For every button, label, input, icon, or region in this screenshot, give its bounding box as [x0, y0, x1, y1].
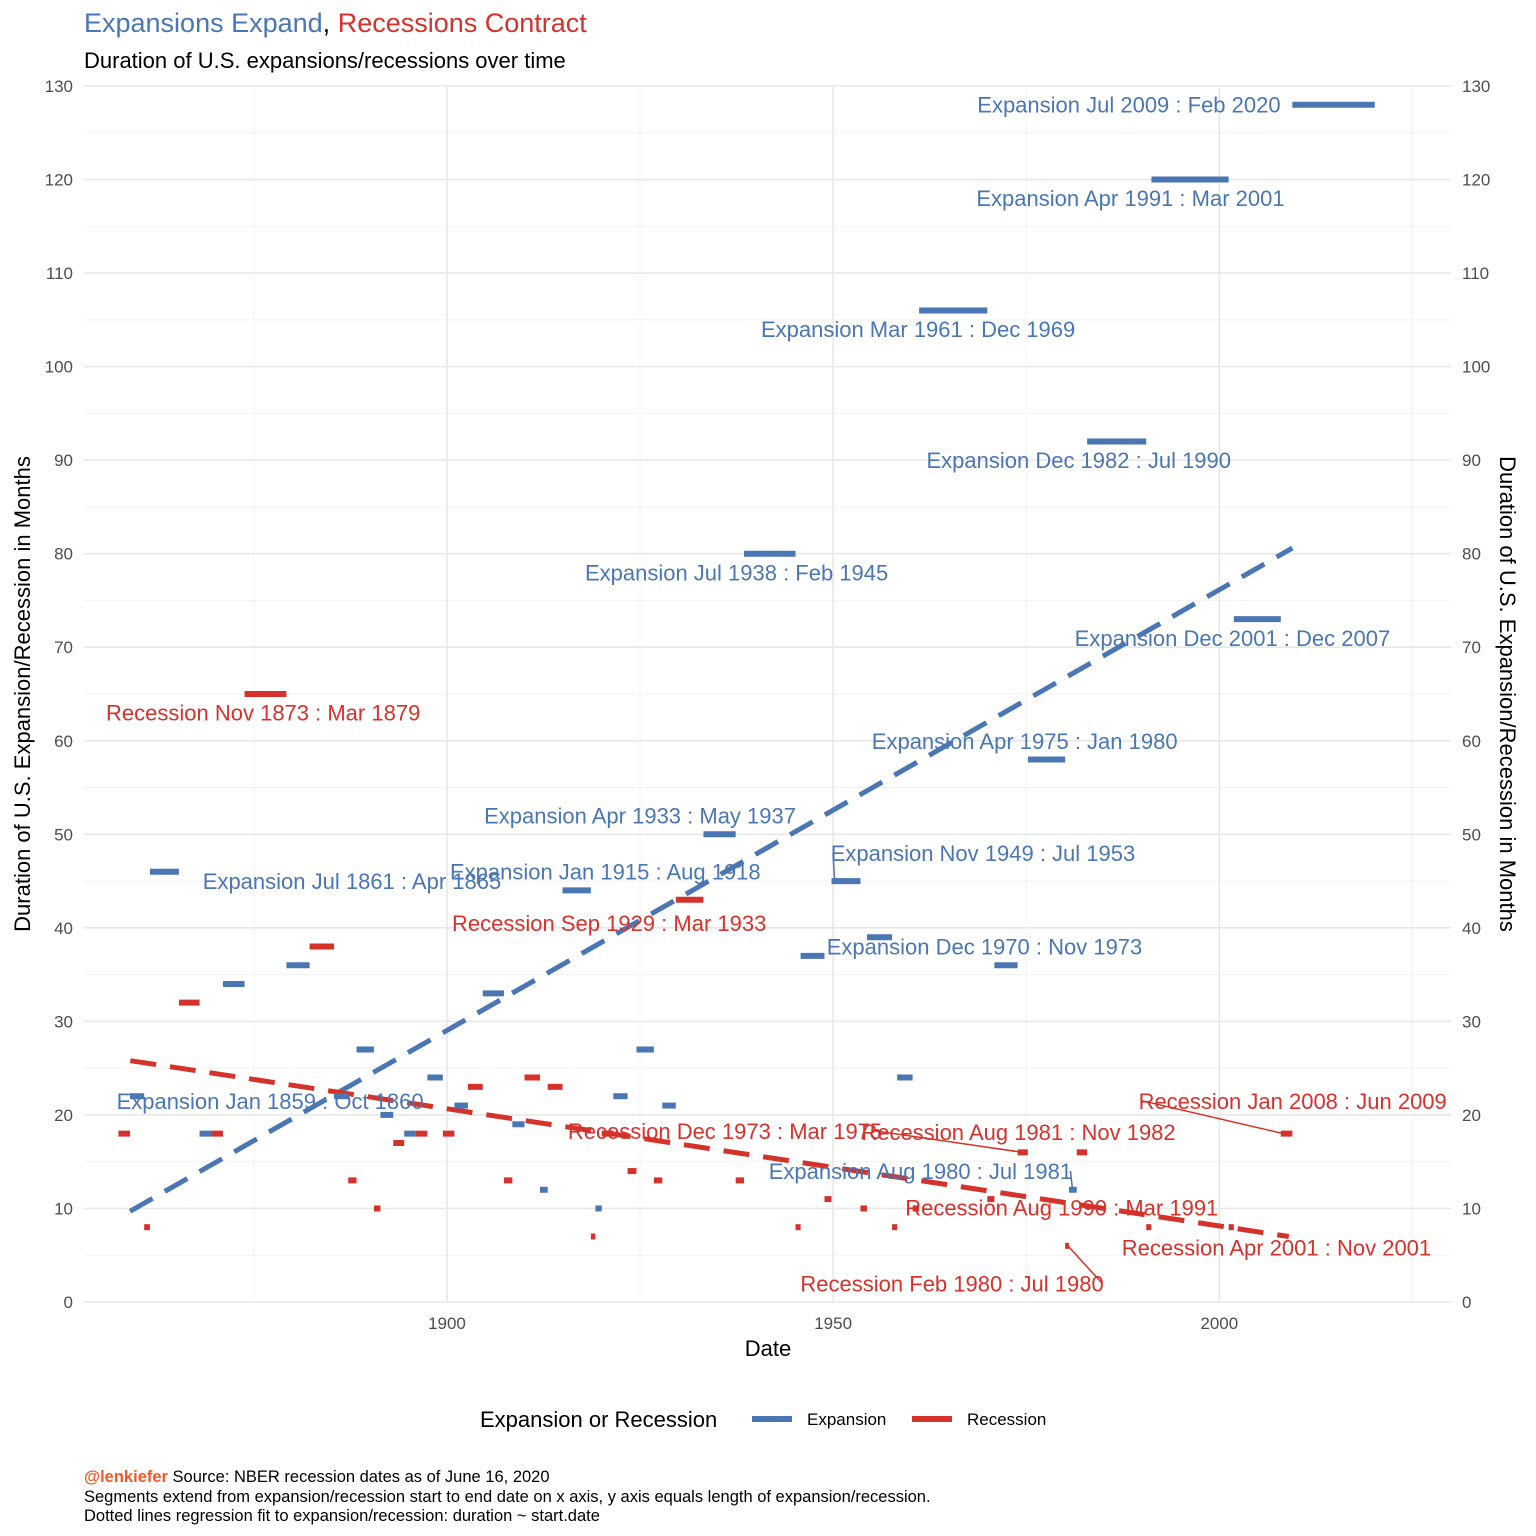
annotation-label: Recession Jan 2008 : Jun 2009	[1139, 1089, 1447, 1114]
annotation-label: Recession Nov 1873 : Mar 1879	[106, 701, 420, 726]
caption-line-3: Dotted lines regression fit to expansion…	[84, 1507, 600, 1525]
title-expansion: Expansions Expand	[84, 8, 323, 38]
annotation-label: Recession Sep 1929 : Mar 1933	[452, 911, 766, 936]
x-tick-label: 2000	[1200, 1314, 1238, 1333]
x-tick-label: 1950	[814, 1314, 852, 1333]
annotation-label: Recession Aug 1990 : Mar 1991	[905, 1196, 1218, 1221]
y-tick-label-right: 10	[1462, 1199, 1481, 1218]
y-tick-label-left: 100	[45, 358, 73, 377]
recession-trend-line	[129, 1058, 1290, 1239]
expansion-trend-line	[128, 545, 1294, 1214]
annotation-label: Recession Feb 1980 : Jul 1980	[800, 1271, 1103, 1296]
legend-title: Expansion or Recession	[480, 1407, 717, 1432]
y-tick-label-left: 30	[54, 1012, 73, 1031]
annotation-label: Recession Aug 1981 : Nov 1982	[861, 1120, 1175, 1145]
y-tick-label-left: 40	[54, 919, 73, 938]
y-tick-label-right: 20	[1462, 1106, 1481, 1125]
annotation-pointer	[1069, 1170, 1074, 1190]
y-tick-label-left: 90	[54, 451, 73, 470]
y-tick-label-right: 80	[1462, 545, 1481, 564]
y-tick-label-right: 130	[1462, 77, 1490, 96]
x-tick-label: 1900	[428, 1314, 466, 1333]
annotation-label: Expansion Dec 1970 : Nov 1973	[827, 935, 1143, 960]
y-tick-label-left: 60	[54, 732, 73, 751]
annotation-pointer	[1142, 1100, 1284, 1135]
legend-label-expansion: Expansion	[807, 1410, 886, 1429]
y-tick-label-left: 80	[54, 545, 73, 564]
y-tick-label-left: 10	[54, 1199, 73, 1218]
y-tick-label-left: 20	[54, 1106, 73, 1125]
annotation-label: Recession Apr 2001 : Nov 2001	[1122, 1236, 1431, 1261]
y-tick-label-left: 110	[46, 264, 73, 283]
caption-line-2: Segments extend from expansion/recession…	[84, 1488, 931, 1506]
chart-title: Expansions Expand, Recessions Contract	[84, 8, 587, 39]
x-axis-title: Date	[745, 1336, 791, 1361]
annotation-label: Expansion Jul 1938 : Feb 1945	[585, 560, 888, 585]
chart-subtitle: Duration of U.S. expansions/recessions o…	[84, 48, 566, 73]
annotation-label: Expansion Jul 2009 : Feb 2020	[977, 93, 1280, 118]
y-tick-label-right: 50	[1462, 825, 1481, 844]
annotation-label: Expansion Jan 1915 : Aug 1918	[450, 860, 761, 885]
y-tick-label-right: 40	[1462, 919, 1481, 938]
title-separator: ,	[322, 8, 331, 38]
y-tick-label-left: 0	[64, 1293, 73, 1312]
y-tick-label-left: 50	[54, 825, 73, 844]
y-tick-label-left: 120	[45, 171, 73, 190]
annotation-label: Expansion Nov 1949 : Jul 1953	[831, 841, 1136, 866]
y-tick-label-right: 30	[1462, 1012, 1481, 1031]
y-tick-label-right: 60	[1462, 732, 1481, 751]
annotation-label: Expansion Apr 1975 : Jan 1980	[872, 729, 1178, 754]
author-handle: @lenkiefer	[84, 1468, 168, 1486]
annotation-pointer	[874, 1130, 1023, 1154]
annotation-label: Expansion Apr 1933 : May 1937	[484, 804, 796, 829]
caption-line-1: @lenkiefer Source: NBER recession dates …	[84, 1468, 550, 1486]
annotation-label: Expansion Aug 1980 : Jul 1981	[769, 1159, 1072, 1184]
annotation-pointer	[832, 852, 836, 882]
annotation-label: Expansion Mar 1961 : Dec 1969	[761, 317, 1075, 342]
y-axis-title-right: Duration of U.S. Expansion/Recession in …	[1495, 456, 1520, 932]
annotation-label: Expansion Dec 2001 : Dec 2007	[1075, 626, 1391, 651]
annotation-pointer	[1067, 1245, 1103, 1284]
source-note: Source: NBER recession dates as of June …	[167, 1468, 550, 1486]
legend-label-recession: Recession	[967, 1410, 1046, 1429]
y-tick-label-left: 130	[45, 77, 73, 96]
y-tick-label-right: 120	[1462, 171, 1490, 190]
y-tick-label-right: 70	[1462, 638, 1481, 657]
annotation-label: Recession Dec 1973 : Mar 1975	[568, 1119, 882, 1144]
annotation-label: Expansion Jul 1861 : Apr 1865	[203, 869, 501, 894]
title-recession: Recessions Contract	[337, 8, 587, 38]
annotation-label: Expansion Apr 1991 : Mar 2001	[976, 186, 1284, 211]
y-tick-label-right: 110	[1462, 264, 1489, 283]
y-tick-label-left: 70	[54, 638, 73, 657]
y-axis-title-left: Duration of U.S. Expansion/Recession in …	[10, 456, 35, 932]
y-tick-label-right: 90	[1462, 451, 1481, 470]
y-tick-label-right: 0	[1462, 1293, 1471, 1312]
annotation-label: Expansion Jan 1859 : Oct 1860	[117, 1089, 424, 1114]
annotation-label: Expansion Dec 1982 : Jul 1990	[926, 448, 1231, 473]
y-tick-label-right: 100	[1462, 358, 1490, 377]
